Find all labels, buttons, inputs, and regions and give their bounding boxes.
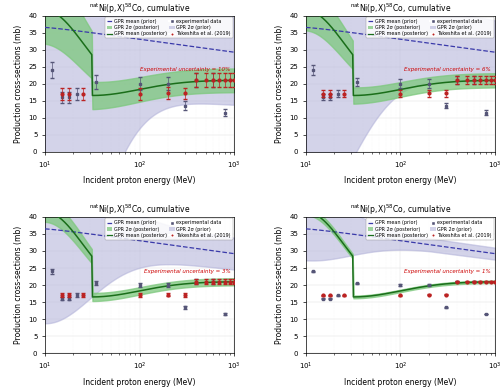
Legend: GPR mean (prior), GPR 2σ (posterior), GPR mean (posterior), experimental data, G: GPR mean (prior), GPR 2σ (posterior), GP… xyxy=(104,17,232,38)
Legend: GPR mean (prior), GPR 2σ (posterior), GPR mean (posterior), experimental data, G: GPR mean (prior), GPR 2σ (posterior), GP… xyxy=(104,218,232,240)
Y-axis label: Production cross-sections (mb): Production cross-sections (mb) xyxy=(274,24,283,143)
Text: Experimental uncertainty = 3%: Experimental uncertainty = 3% xyxy=(144,269,231,274)
Title: $^{\mathrm{nat}}$Ni(p,X)$^{58}$Co, cumulative: $^{\mathrm{nat}}$Ni(p,X)$^{58}$Co, cumul… xyxy=(89,203,190,217)
Title: $^{\mathrm{nat}}$Ni(p,X)$^{58}$Co, cumulative: $^{\mathrm{nat}}$Ni(p,X)$^{58}$Co, cumul… xyxy=(89,1,190,16)
X-axis label: Incident proton energy (MeV): Incident proton energy (MeV) xyxy=(84,378,196,386)
X-axis label: Incident proton energy (MeV): Incident proton energy (MeV) xyxy=(84,176,196,185)
X-axis label: Incident proton energy (MeV): Incident proton energy (MeV) xyxy=(344,378,457,386)
Text: Experimental uncertainty = 1%: Experimental uncertainty = 1% xyxy=(404,269,491,274)
Text: Experimental uncertainty = 10%: Experimental uncertainty = 10% xyxy=(140,67,230,72)
Y-axis label: Production cross-sections (mb): Production cross-sections (mb) xyxy=(274,226,283,344)
Y-axis label: Production cross-sections (mb): Production cross-sections (mb) xyxy=(14,24,23,143)
Text: Experimental uncertainty = 6%: Experimental uncertainty = 6% xyxy=(404,67,491,72)
X-axis label: Incident proton energy (MeV): Incident proton energy (MeV) xyxy=(344,176,457,185)
Legend: GPR mean (prior), GPR 2σ (posterior), GPR mean (posterior), experimental data, G: GPR mean (prior), GPR 2σ (posterior), GP… xyxy=(366,17,494,38)
Title: $^{\mathrm{nat}}$Ni(p,X)$^{58}$Co, cumulative: $^{\mathrm{nat}}$Ni(p,X)$^{58}$Co, cumul… xyxy=(350,203,451,217)
Legend: GPR mean (prior), GPR 2σ (posterior), GPR mean (posterior), experimental data, G: GPR mean (prior), GPR 2σ (posterior), GP… xyxy=(366,218,494,240)
Y-axis label: Production cross-sections (mb): Production cross-sections (mb) xyxy=(14,226,23,344)
Title: $^{\mathrm{nat}}$Ni(p,X)$^{58}$Co, cumulative: $^{\mathrm{nat}}$Ni(p,X)$^{58}$Co, cumul… xyxy=(350,1,451,16)
